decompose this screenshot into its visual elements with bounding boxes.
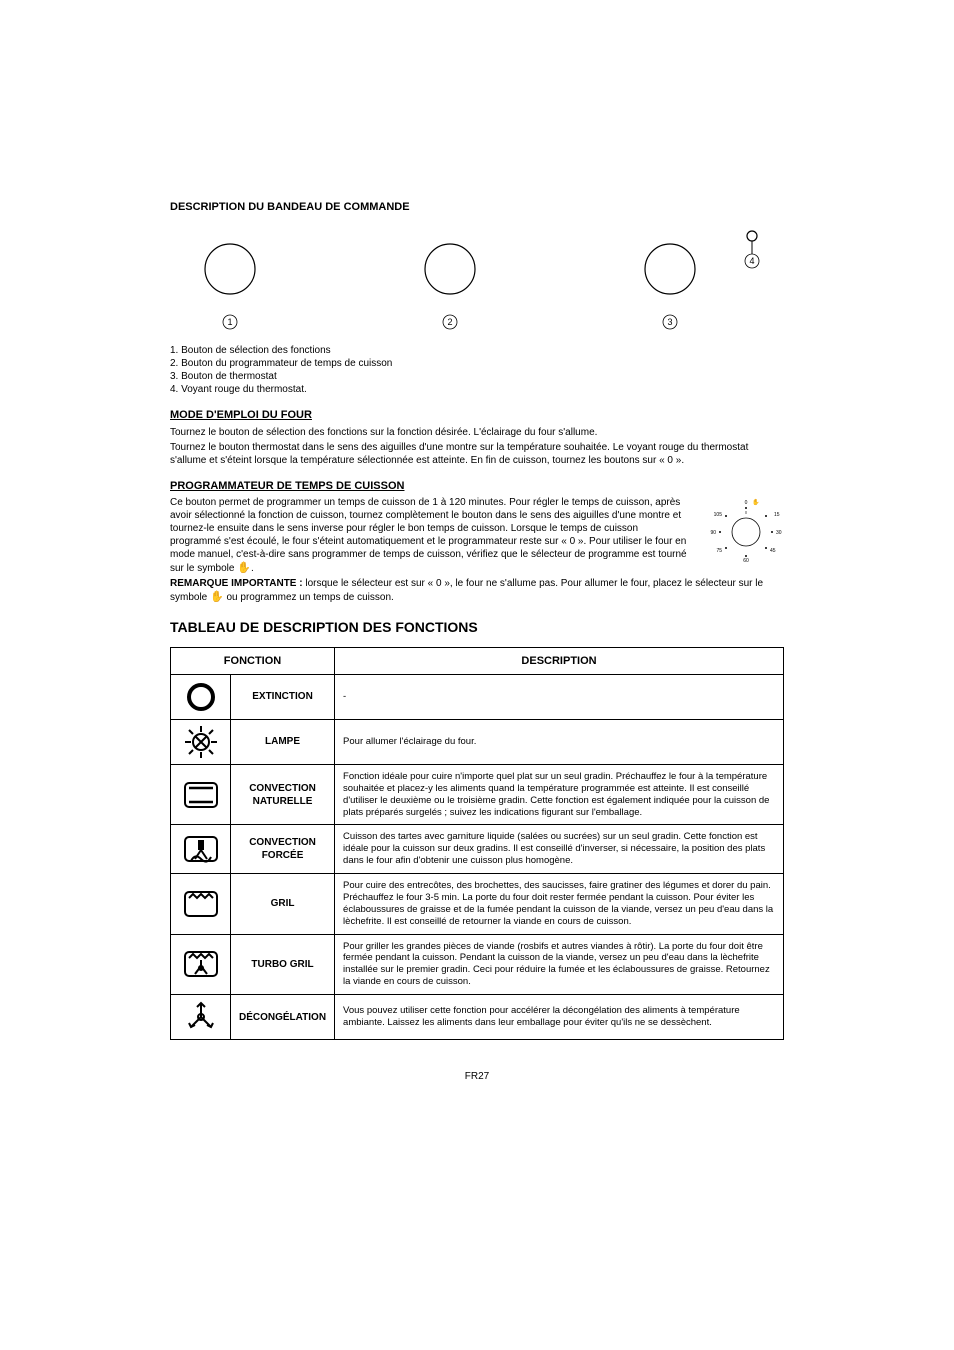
- header-description: DESCRIPTION: [335, 647, 784, 674]
- svg-text:4: 4: [749, 256, 754, 266]
- svg-text:✋: ✋: [752, 498, 759, 506]
- function-desc: Cuisson des tartes avec garniture liquid…: [335, 825, 784, 874]
- function-name: TURBO GRIL: [231, 934, 335, 995]
- svg-text:45: 45: [770, 548, 776, 554]
- function-name: LAMPE: [231, 719, 335, 764]
- svg-text:3: 3: [667, 317, 672, 327]
- legend-item-3: 3. Bouton de thermostat: [170, 370, 784, 383]
- table-row: TURBO GRIL Pour griller les grandes pièc…: [171, 934, 784, 995]
- mode-paragraph-2: Tournez le bouton thermostat dans le sen…: [170, 441, 784, 467]
- mode-title: MODE D'EMPLOI DU FOUR: [170, 408, 784, 422]
- remark-paragraph: REMARQUE IMPORTANTE : lorsque le sélecte…: [170, 577, 784, 604]
- svg-text:90: 90: [710, 530, 716, 536]
- header-function: FONCTION: [171, 647, 335, 674]
- svg-text:1: 1: [227, 317, 232, 327]
- hand-icon: ✋: [237, 561, 251, 575]
- defrost-icon: [171, 995, 231, 1040]
- svg-text:30: 30: [776, 530, 782, 536]
- prog-p1-tail: .: [251, 563, 254, 574]
- function-name: CONVECTION FORCÉE: [231, 825, 335, 874]
- remark-text-b: ou programmez un temps de cuisson.: [224, 592, 394, 603]
- table-row: DÉCONGÉLATION Vous pouvez utiliser cette…: [171, 995, 784, 1040]
- svg-text:60: 60: [743, 558, 749, 562]
- turbo-grill-icon: [171, 934, 231, 995]
- dial-0: 0: [745, 500, 748, 506]
- table-row: CONVECTION NATURELLE Fonction idéale pou…: [171, 764, 784, 825]
- panel-section-title: DESCRIPTION DU BANDEAU DE COMMANDE: [170, 200, 784, 214]
- functions-table: FONCTION DESCRIPTION EXTINCTION -: [170, 647, 784, 1040]
- prog-row: Ce bouton permet de programmer un temps …: [170, 496, 784, 577]
- control-panel-diagram: 4 1 2 3: [170, 224, 784, 334]
- function-desc: Pour cuire des entrecôtes, des brochette…: [335, 874, 784, 935]
- legend-item-1: 1. Bouton de sélection des fonctions: [170, 344, 784, 357]
- table-header-row: FONCTION DESCRIPTION: [171, 647, 784, 674]
- legend-item-4: 4. Voyant rouge du thermostat.: [170, 383, 784, 396]
- grill-icon: [171, 874, 231, 935]
- table-title: TABLEAU DE DESCRIPTION DES FONCTIONS: [170, 618, 784, 636]
- prog-title: PROGRAMMATEUR DE TEMPS DE CUISSON: [170, 479, 784, 493]
- function-desc: Pour allumer l'éclairage du four.: [335, 719, 784, 764]
- function-desc: -: [335, 674, 784, 719]
- svg-text:105: 105: [714, 512, 723, 518]
- table-row: EXTINCTION -: [171, 674, 784, 719]
- convection-nat-icon: [171, 764, 231, 825]
- function-name: DÉCONGÉLATION: [231, 995, 335, 1040]
- table-row: CONVECTION FORCÉE Cuisson des tartes ave…: [171, 825, 784, 874]
- remark-label: REMARQUE IMPORTANTE :: [170, 578, 303, 589]
- table-row: LAMPE Pour allumer l'éclairage du four.: [171, 719, 784, 764]
- extinction-icon: [171, 674, 231, 719]
- svg-text:15: 15: [774, 512, 780, 518]
- page-number: FR27: [170, 1070, 784, 1083]
- svg-text:2: 2: [447, 317, 452, 327]
- legend-item-2: 2. Bouton du programmateur de temps de c…: [170, 357, 784, 370]
- legend: 1. Bouton de sélection des fonctions 2. …: [170, 344, 784, 396]
- lamp-icon: [171, 719, 231, 764]
- function-name: CONVECTION NATURELLE: [231, 764, 335, 825]
- function-desc: Pour griller les grandes pièces de viand…: [335, 934, 784, 995]
- convection-forced-icon: [171, 825, 231, 874]
- function-desc: Vous pouvez utiliser cette fonction pour…: [335, 995, 784, 1040]
- timer-dial-icon: 0 ✋ 15 30 45 60 75 90 105: [704, 496, 784, 562]
- table-row: GRIL Pour cuire des entrecôtes, des broc…: [171, 874, 784, 935]
- mode-paragraph-1: Tournez le bouton de sélection des fonct…: [170, 426, 784, 439]
- svg-text:75: 75: [716, 548, 722, 554]
- hand-icon: ✋: [210, 590, 224, 604]
- function-name: GRIL: [231, 874, 335, 935]
- function-desc: Fonction idéale pour cuire n'importe que…: [335, 764, 784, 825]
- function-name: EXTINCTION: [231, 674, 335, 719]
- prog-paragraph-1: Ce bouton permet de programmer un temps …: [170, 496, 689, 575]
